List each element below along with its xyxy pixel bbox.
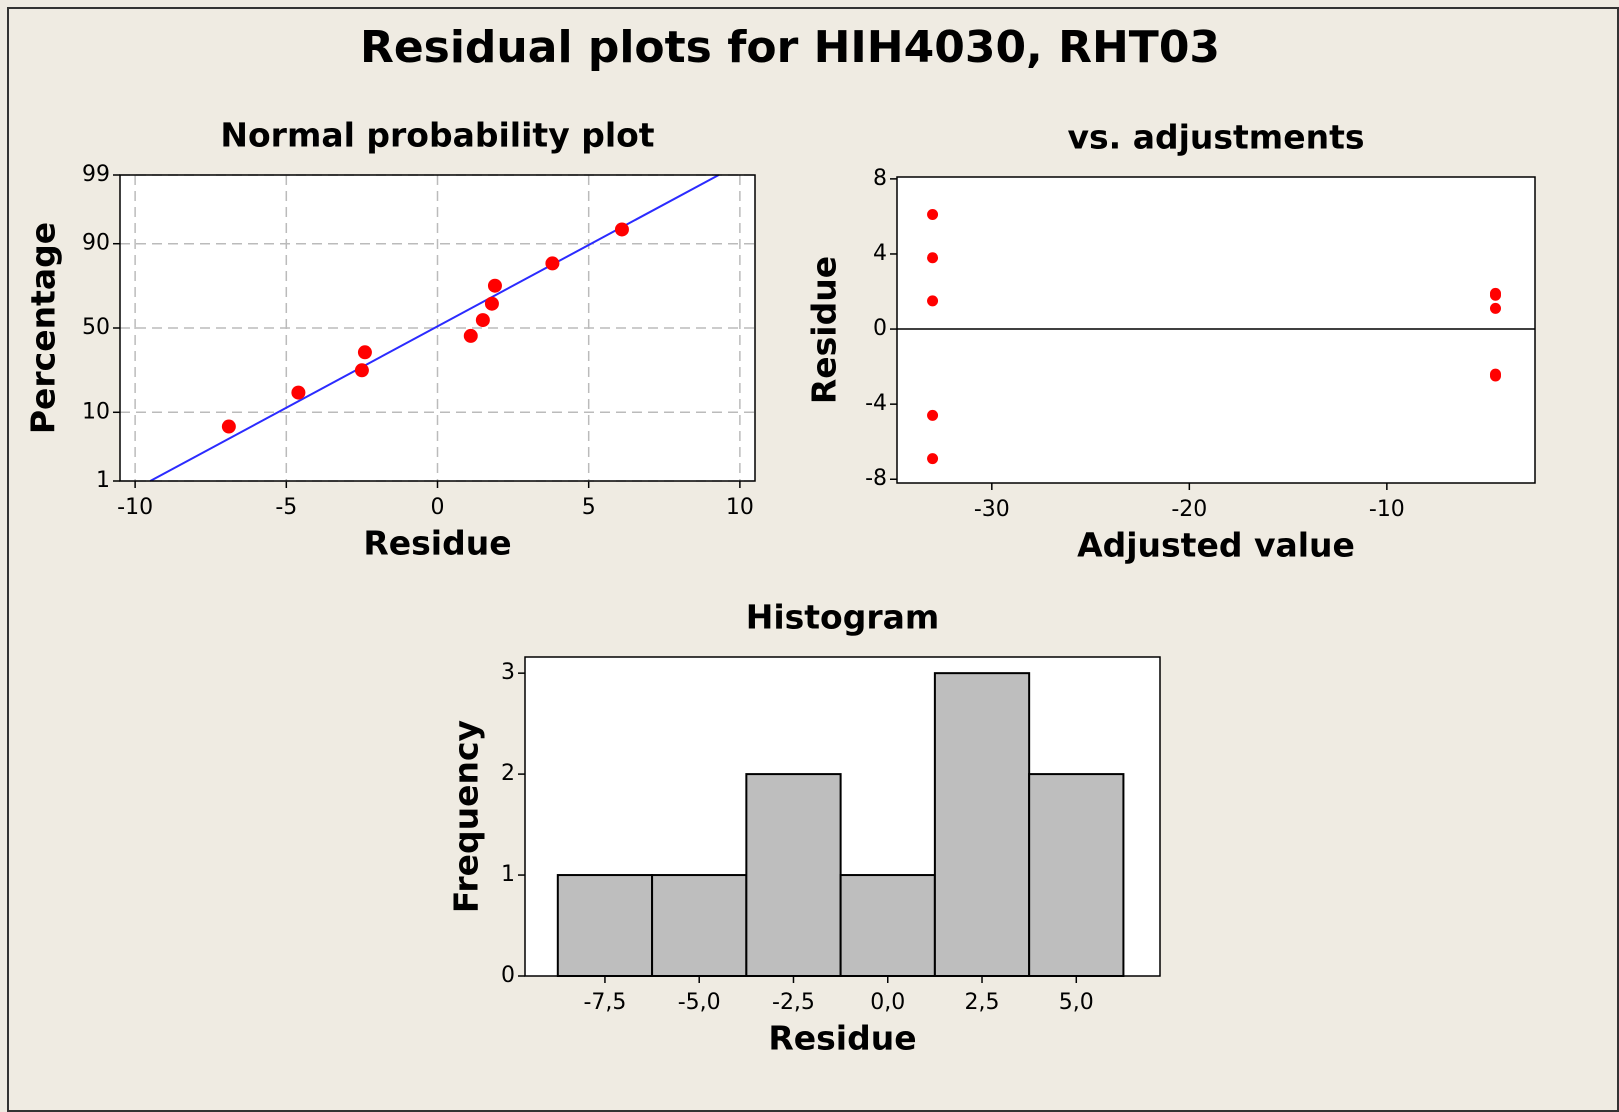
data-point [927, 295, 939, 307]
x-tick-label: -30 [974, 497, 1010, 522]
bar [933, 672, 1031, 978]
y-tick-label: -4 [865, 391, 887, 416]
data-point [927, 252, 939, 264]
y-tick-label: 8 [873, 166, 887, 191]
x-axis-label: Adjusted value [1077, 526, 1355, 565]
x-tick-label: 0,0 [870, 990, 905, 1015]
plot-title: Normal probability plot [220, 116, 654, 155]
plot-frame [524, 656, 1161, 977]
x-tick-label: -5 [275, 495, 297, 520]
data-point [221, 419, 236, 434]
y-tick-label: 1 [501, 862, 515, 887]
plot-frame [896, 176, 1536, 484]
data-point [475, 313, 490, 328]
plot-frame [119, 174, 756, 482]
y-tick-label: 3 [501, 660, 515, 685]
data-point [927, 209, 939, 221]
bar [556, 874, 654, 978]
y-tick-label: 4 [873, 241, 887, 266]
y-tick-label: 90 [82, 231, 110, 256]
y-axis-label: Residue [805, 256, 844, 404]
x-axis-label: Residue [363, 524, 511, 563]
x-tick-label: 10 [726, 495, 754, 520]
data-point [484, 296, 499, 311]
y-tick-label: 10 [82, 399, 110, 424]
x-tick-label: 2,5 [965, 990, 1000, 1015]
data-point [614, 222, 629, 237]
y-tick-label: 0 [873, 316, 887, 341]
x-tick-label: -10 [117, 495, 153, 520]
plot-title: Histogram [746, 598, 940, 637]
y-tick-label: 0 [501, 963, 515, 988]
plot-area [897, 177, 1535, 483]
plot-title: vs. adjustments [1068, 118, 1365, 157]
x-tick-label: -7,5 [583, 990, 626, 1015]
main-title: Residual plots for HIH4030, RHT03 [360, 22, 1220, 73]
data-point [1489, 289, 1501, 301]
x-tick-label: -10 [1369, 497, 1405, 522]
y-axis-label: Frequency [447, 720, 486, 913]
data-point [927, 409, 939, 421]
y-tick-label: -8 [865, 466, 887, 491]
data-point [927, 453, 939, 465]
x-tick-label: 0 [431, 495, 445, 520]
y-tick-label: 50 [82, 315, 110, 340]
x-tick-label: 5,0 [1059, 990, 1094, 1015]
data-point [545, 256, 560, 271]
data-point [1489, 370, 1501, 382]
bar [745, 773, 842, 977]
x-tick-label: -2,5 [772, 990, 815, 1015]
data-point [291, 385, 306, 400]
y-axis-label: Percentage [24, 222, 63, 434]
x-axis-label: Residue [768, 1019, 916, 1058]
bar [1028, 773, 1125, 977]
y-tick-label: 1 [96, 468, 110, 493]
data-point [463, 328, 478, 343]
data-point [1489, 302, 1501, 314]
x-tick-label: -20 [1171, 497, 1207, 522]
data-point [487, 278, 502, 293]
y-tick-label: 99 [82, 162, 110, 187]
data-point [354, 363, 369, 378]
x-tick-label: 5 [582, 495, 596, 520]
y-tick-label: 2 [501, 761, 515, 786]
bar [839, 874, 936, 978]
x-tick-label: -5,0 [678, 990, 721, 1015]
data-point [357, 345, 372, 360]
bar [651, 874, 748, 978]
